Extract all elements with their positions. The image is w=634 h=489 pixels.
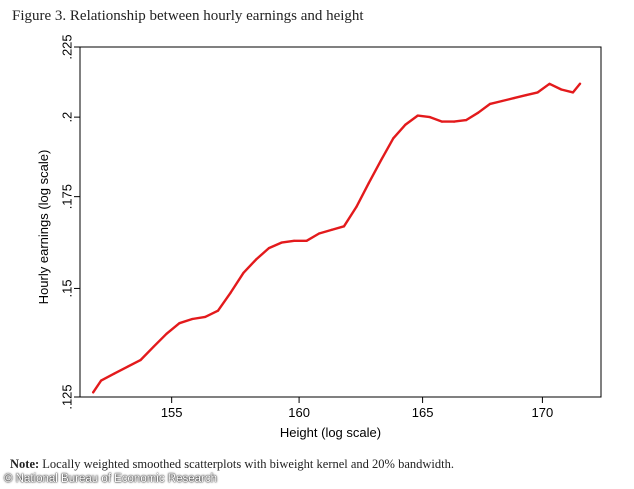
data-point: [548, 82, 551, 85]
data-point: [139, 359, 142, 362]
data-point: [280, 241, 283, 244]
note-text: Locally weighted smoothed scatterplots w…: [39, 457, 454, 471]
series-line: [92, 82, 582, 394]
data-point: [178, 322, 181, 325]
data-point: [355, 205, 358, 208]
y-tick-label: .225: [60, 34, 75, 59]
data-point: [267, 247, 270, 250]
data-point: [489, 102, 492, 105]
data-point: [477, 111, 480, 114]
data-point: [165, 332, 168, 335]
chart-note: Note: Locally weighted smoothed scatterp…: [10, 457, 454, 472]
data-point: [216, 309, 220, 312]
data-point: [330, 228, 333, 231]
credit-watermark: © National Bureau of Economic Research: [4, 473, 218, 485]
data-point: [560, 88, 563, 91]
data-point: [255, 258, 258, 261]
data-point: [512, 97, 516, 100]
data-point: [404, 123, 407, 126]
x-tick-label: 160: [288, 405, 310, 420]
y-tick-label: .175: [60, 184, 75, 209]
x-tick-label: 155: [161, 405, 183, 420]
data-point: [126, 365, 129, 368]
note-label: Note:: [10, 457, 40, 471]
plot-frame: [79, 46, 602, 398]
data-point: [152, 345, 155, 348]
data-point: [191, 317, 194, 321]
data-point: [100, 379, 103, 382]
data-point: [571, 91, 575, 94]
data-point: [392, 137, 395, 140]
data-point: [229, 291, 232, 294]
data-point: [501, 99, 504, 103]
data-point: [379, 159, 383, 162]
data-point: [428, 116, 431, 119]
y-tick-label: .125: [60, 384, 75, 409]
data-point: [536, 91, 539, 94]
data-point: [92, 391, 95, 394]
data-point: [440, 120, 444, 123]
figure-title: Figure 3. Relationship between hourly ea…: [12, 8, 364, 24]
data-point: [242, 271, 245, 274]
data-point: [204, 315, 207, 318]
data-point: [318, 232, 321, 235]
y-tick-label: .15: [60, 279, 75, 297]
data-point: [293, 239, 296, 242]
y-axis-title: Hourly earnings (log scale): [36, 150, 51, 305]
x-tick-label: 165: [412, 405, 434, 420]
x-tick-label: 170: [532, 405, 554, 420]
data-point: [524, 94, 527, 97]
data-point: [465, 119, 468, 122]
y-tick-label: .2: [59, 112, 74, 123]
data-point: [416, 114, 419, 117]
data-point: [342, 225, 346, 228]
data-point: [367, 182, 370, 185]
x-axis-title: Height (log scale): [280, 425, 381, 440]
data-point: [453, 120, 456, 123]
data-point: [305, 239, 308, 242]
data-point: [113, 372, 116, 375]
data-point: [578, 82, 582, 85]
